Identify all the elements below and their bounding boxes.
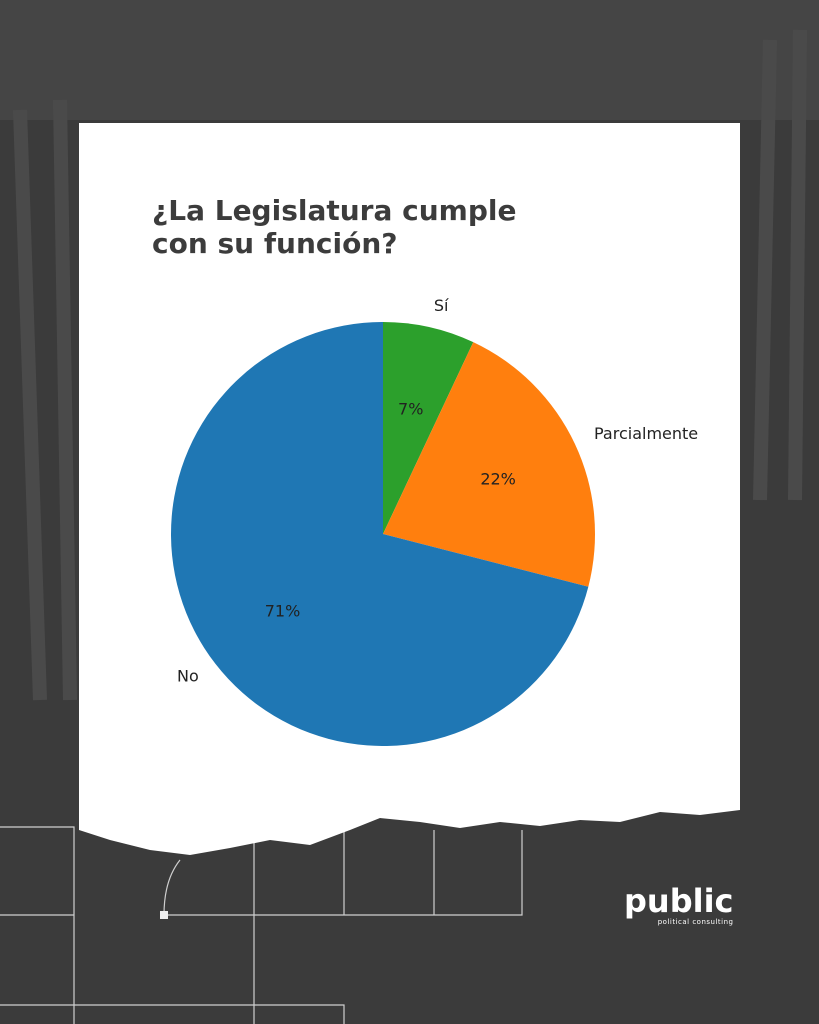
slice-label: No [177,666,199,685]
chart-title: ¿La Legislatura cumple con su función? [152,194,517,260]
brand-tagline: political consulting [657,918,734,926]
pie-slice [171,322,589,747]
value-label: 7% [398,399,423,418]
value-label: 71% [265,601,301,620]
pie-slice [383,322,474,534]
value-label: 22% [480,469,516,488]
brand-name: public [624,882,734,920]
pie-slice [383,342,596,587]
slice-label: Sí [434,296,449,315]
logo: public political consulting [624,884,734,926]
slice-label: Parcialmente [594,424,698,443]
